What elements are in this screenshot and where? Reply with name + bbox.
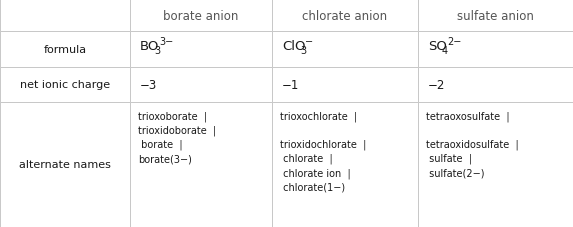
- Text: BO: BO: [140, 40, 159, 53]
- Bar: [418, 0, 573, 32]
- Text: −1: −1: [282, 79, 299, 92]
- Text: −: −: [305, 37, 313, 47]
- Bar: [418, 32, 573, 68]
- Text: formula: formula: [44, 45, 87, 55]
- Bar: [272, 68, 418, 103]
- Text: chlorate anion: chlorate anion: [303, 10, 387, 22]
- Text: borate anion: borate anion: [163, 10, 239, 22]
- Text: 3: 3: [300, 45, 306, 55]
- Text: −3: −3: [140, 79, 157, 92]
- Text: 2−: 2−: [447, 37, 461, 47]
- Text: tetraoxosulfate  |

tetraoxidosulfate  |
 sulfate  |
 sulfate(2−): tetraoxosulfate | tetraoxidosulfate | su…: [426, 111, 519, 178]
- Bar: [0, 68, 130, 103]
- Bar: [0, 0, 130, 32]
- Bar: [418, 103, 573, 227]
- Text: 4: 4: [442, 45, 448, 55]
- Bar: [130, 0, 272, 32]
- Text: 3−: 3−: [159, 37, 173, 47]
- Text: alternate names: alternate names: [19, 160, 111, 170]
- Text: trioxochlorate  |

trioxidochlorate  |
 chlorate  |
 chlorate ion  |
 chlorate(1: trioxochlorate | trioxidochlorate | chlo…: [280, 111, 366, 192]
- Bar: [130, 32, 272, 68]
- Bar: [418, 68, 573, 103]
- Text: −2: −2: [428, 79, 445, 92]
- Bar: [272, 0, 418, 32]
- Text: 3: 3: [154, 45, 160, 55]
- Bar: [272, 103, 418, 227]
- Text: ClO: ClO: [282, 40, 305, 53]
- Bar: [272, 32, 418, 68]
- Text: trioxoborate  |
trioxidoborate  |
 borate  |
borate(3−): trioxoborate | trioxidoborate | borate |…: [138, 111, 216, 164]
- Bar: [0, 103, 130, 227]
- Text: sulfate anion: sulfate anion: [457, 10, 534, 22]
- Bar: [130, 68, 272, 103]
- Bar: [0, 32, 130, 68]
- Text: net ionic charge: net ionic charge: [20, 80, 110, 90]
- Text: SO: SO: [428, 40, 447, 53]
- Bar: [130, 103, 272, 227]
